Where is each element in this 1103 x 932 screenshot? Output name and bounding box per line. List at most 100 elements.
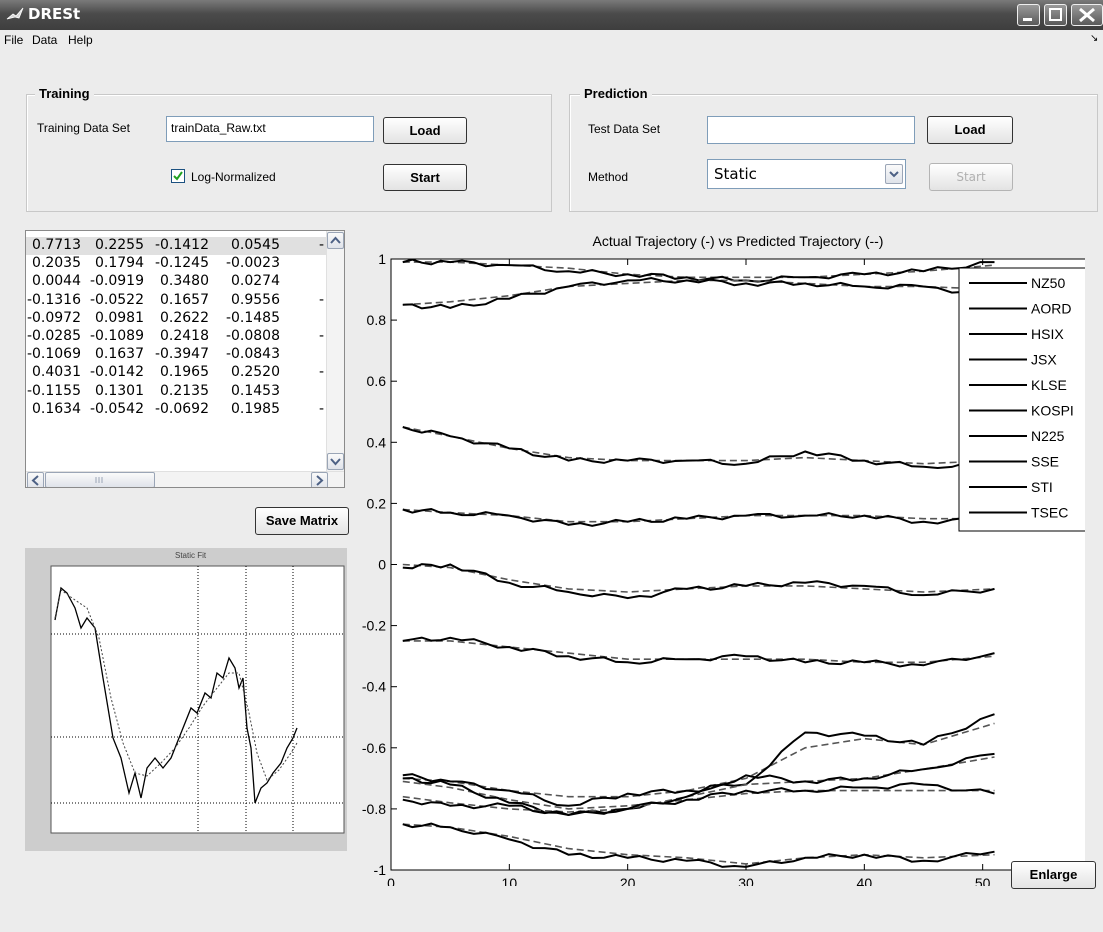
matrix-cell: -0.1155 xyxy=(26,382,81,399)
matrix-cell: 0.2035 xyxy=(32,255,81,272)
matrix-cell: 0.1453 xyxy=(231,382,280,399)
matrix-row[interactable]: -0.1069 0.1637 -0.3947 -0.0843 xyxy=(26,346,327,364)
legend-label: NZ50 xyxy=(1031,275,1065,291)
scroll-down-button[interactable] xyxy=(327,453,344,470)
legend-label: STI xyxy=(1031,479,1053,495)
minimize-button[interactable] xyxy=(1017,4,1040,26)
matrix-row[interactable]: 0.7713 0.2255 -0.1412 0.0545 - xyxy=(26,237,327,255)
training-data-input[interactable]: trainData_Raw.txt xyxy=(166,116,374,142)
save-matrix-button[interactable]: Save Matrix xyxy=(255,507,349,535)
matlab-icon xyxy=(6,7,24,20)
series-actual-sti xyxy=(402,752,995,817)
matrix-cell: - xyxy=(319,237,325,253)
matrix-cell: 0.0274 xyxy=(231,273,280,290)
x-tick-label: 40 xyxy=(857,875,873,886)
matrix-cell: -0.1245 xyxy=(154,255,209,272)
matrix-row[interactable]: 0.0044 -0.0919 0.3480 0.0274 xyxy=(26,273,327,291)
y-tick-label: 0.4 xyxy=(367,434,387,450)
training-data-label: Training Data Set xyxy=(37,121,130,135)
series-actual-n225 xyxy=(402,713,995,807)
chart-title: Actual Trajectory (-) vs Predicted Traje… xyxy=(593,233,884,249)
scroll-up-button[interactable] xyxy=(327,232,344,249)
legend-label: JSX xyxy=(1031,352,1057,368)
x-tick-label: 0 xyxy=(387,875,395,886)
close-icon xyxy=(1079,7,1095,23)
training-start-button[interactable]: Start xyxy=(383,164,467,191)
legend-label: HSIX xyxy=(1031,326,1064,342)
menu-file[interactable]: File xyxy=(4,33,24,47)
chevron-right-icon xyxy=(316,475,324,486)
matrix-cell: -0.0023 xyxy=(225,255,280,272)
method-select[interactable]: Static xyxy=(707,159,906,189)
menu-help[interactable]: Help xyxy=(68,33,93,47)
matrix-row[interactable]: -0.1155 0.1301 0.2135 0.1453 xyxy=(26,383,327,401)
matrix-cell: -0.0522 xyxy=(89,291,144,308)
legend-label: TSEC xyxy=(1031,505,1068,521)
chevron-up-icon xyxy=(330,236,341,244)
matrix-cell: 0.0545 xyxy=(231,237,280,253)
method-value: Static xyxy=(714,165,757,183)
legend-label: KOSPI xyxy=(1031,403,1074,419)
matrix-cell: -0.1089 xyxy=(89,328,144,344)
matrix-row[interactable]: -0.0285 -0.1089 0.2418 -0.0808 - xyxy=(26,328,327,346)
vertical-scrollbar[interactable] xyxy=(326,231,344,471)
matrix-cell: - xyxy=(319,328,325,344)
title-bar[interactable]: DRESt xyxy=(0,0,1103,30)
matrix-cell: -0.0843 xyxy=(225,346,280,363)
matrix-cell: 0.2255 xyxy=(95,237,144,253)
close-button[interactable] xyxy=(1071,4,1103,26)
y-tick-label: -0.8 xyxy=(362,801,386,817)
series-actual-jsx xyxy=(402,507,995,527)
y-tick-label: 1 xyxy=(378,251,386,267)
matrix-cell: -0.0692 xyxy=(154,400,209,417)
y-tick-label: -0.4 xyxy=(362,679,386,695)
matrix-cell: 0.2418 xyxy=(160,328,209,344)
y-tick-label: -0.2 xyxy=(362,618,386,634)
test-data-input[interactable] xyxy=(707,116,915,144)
prediction-load-button[interactable]: Load xyxy=(927,116,1013,144)
log-normalized-checkbox[interactable] xyxy=(171,169,185,183)
x-tick-label: 10 xyxy=(502,875,518,886)
checkmark-icon xyxy=(173,171,183,181)
matrix-cell: -0.0808 xyxy=(225,328,280,344)
matrix-cell: 0.1301 xyxy=(95,382,144,399)
training-load-button[interactable]: Load xyxy=(383,117,467,144)
matrix-row[interactable]: 0.4031 -0.0142 0.1965 0.2520 - xyxy=(26,364,327,382)
matrix-cell: 0.1637 xyxy=(95,346,144,363)
menu-data[interactable]: Data xyxy=(32,33,58,47)
training-panel: Training Training Data Set trainData_Raw… xyxy=(26,86,552,212)
small-actual-line xyxy=(54,586,298,804)
legend-label: N225 xyxy=(1031,428,1065,444)
matrix-cell: - xyxy=(319,291,325,308)
scroll-right-button[interactable] xyxy=(311,472,328,487)
matrix-cell: -0.1069 xyxy=(26,346,81,363)
matrix-listbox[interactable]: 0.7713 0.2255 -0.1412 0.0545-0.2035 0.1794 -0… xyxy=(25,230,345,488)
test-data-label: Test Data Set xyxy=(588,122,661,136)
matrix-cell: 0.1985 xyxy=(231,400,280,417)
matrix-cell: -0.0142 xyxy=(89,364,144,381)
matrix-cell: -0.3947 xyxy=(154,346,209,363)
dock-arrow-icon[interactable]: ↘ xyxy=(1090,33,1099,44)
dropdown-arrow-button[interactable] xyxy=(885,164,903,184)
y-tick-label: -1 xyxy=(374,862,387,878)
matrix-cell: 0.2135 xyxy=(160,382,209,399)
matrix-row[interactable]: 0.2035 0.1794 -0.1245 -0.0023 xyxy=(26,255,327,273)
legend-label: SSE xyxy=(1031,454,1059,470)
matrix-row[interactable]: 0.1634 -0.0542 -0.0692 0.1985 - xyxy=(26,401,327,419)
matrix-row[interactable]: -0.0972 0.0981 0.2622 -0.1485 xyxy=(26,310,327,328)
menu-bar: File Data Help ↘ xyxy=(0,30,1103,50)
enlarge-button[interactable]: Enlarge xyxy=(1011,861,1096,889)
x-tick-label: 20 xyxy=(620,875,636,886)
horizontal-scrollbar[interactable] xyxy=(26,471,344,487)
training-title: Training xyxy=(35,86,94,101)
matrix-cell: 0.4031 xyxy=(32,364,81,381)
y-tick-label: 0.2 xyxy=(367,495,387,511)
series-actual-aord xyxy=(402,276,995,310)
series-actual-sse xyxy=(402,776,995,817)
prediction-start-button[interactable]: Start xyxy=(929,163,1013,191)
matrix-row[interactable]: -0.1316 -0.0522 0.1657 0.9556 - xyxy=(26,292,327,310)
matrix-cell: -0.1316 xyxy=(26,291,81,308)
maximize-button[interactable] xyxy=(1044,4,1067,26)
scroll-left-button[interactable] xyxy=(27,472,44,487)
horizontal-scroll-thumb[interactable] xyxy=(45,472,155,487)
